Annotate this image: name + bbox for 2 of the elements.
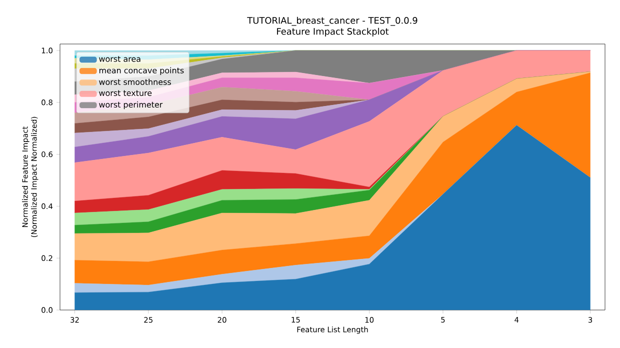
chart-title: TUTORIAL_breast_cancer - TEST_0.0.9 xyxy=(247,16,418,26)
chart-subtitle: Feature Impact Stackplot xyxy=(277,28,389,36)
